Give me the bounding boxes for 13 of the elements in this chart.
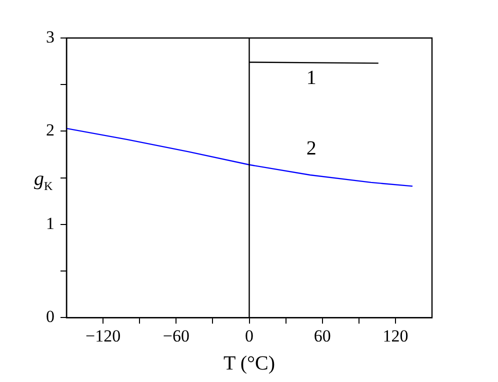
x-tick-label: 0 — [245, 326, 254, 346]
x-tick-label: 120 — [382, 326, 408, 346]
y-tick-label: 2 — [46, 120, 54, 140]
y-axis-title: g$_{K}$ — [34, 168, 53, 194]
x-axis-title: T (°C) — [223, 352, 276, 374]
series-label: 2 — [306, 137, 316, 160]
x-tick-label: 60 — [314, 326, 331, 346]
x-tick-label: −60 — [162, 326, 190, 346]
series-label: 1 — [306, 66, 316, 89]
x-tick-label: −120 — [86, 326, 121, 346]
y-tick-label: 0 — [46, 307, 54, 326]
y-tick-label: 1 — [46, 214, 54, 233]
y-tick-label: 3 — [46, 27, 54, 46]
